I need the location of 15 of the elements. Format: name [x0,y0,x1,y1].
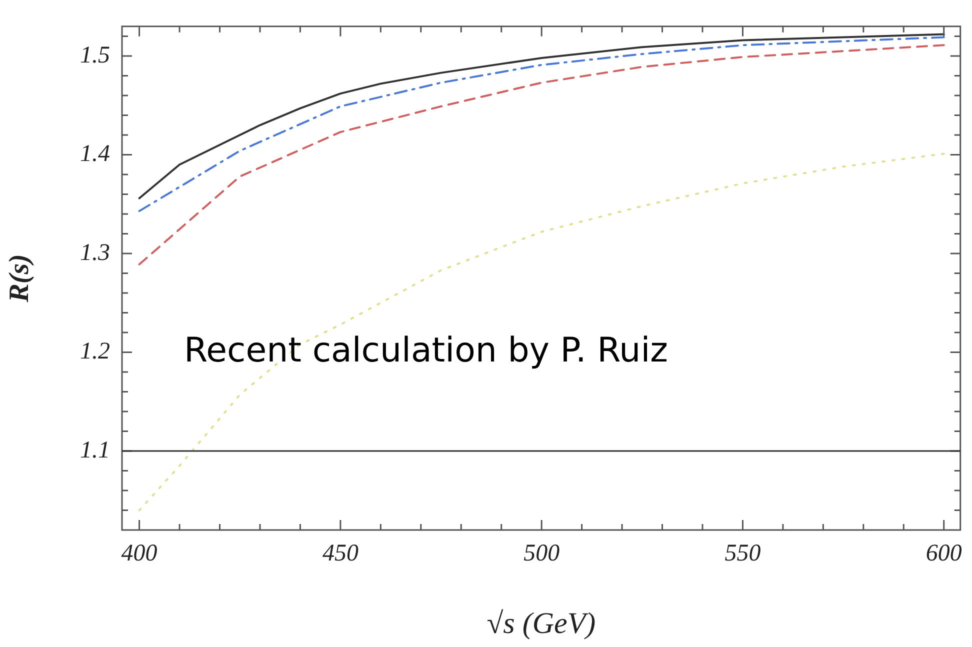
y-tick-label: 1.2 [80,338,110,365]
x-tick-label: 450 [322,540,358,567]
annotation: Recent calculation by P. Ruiz [184,330,668,370]
x-tick-label: 400 [121,540,158,567]
y-tick-label: 1.4 [80,141,110,168]
line-series [138,152,945,512]
x-tick-label: 600 [926,540,962,567]
x-tick-label: 550 [724,540,761,567]
x-axis-title: √s (GeV) [486,606,596,640]
y-tick-label: 1.1 [80,437,110,464]
y-axis-title: R(s) [4,254,36,304]
y-tick-label: 1.5 [80,42,110,68]
x-tick-label: 500 [524,540,560,567]
y-tick-label: 1.3 [80,240,110,266]
line-series [138,44,945,266]
